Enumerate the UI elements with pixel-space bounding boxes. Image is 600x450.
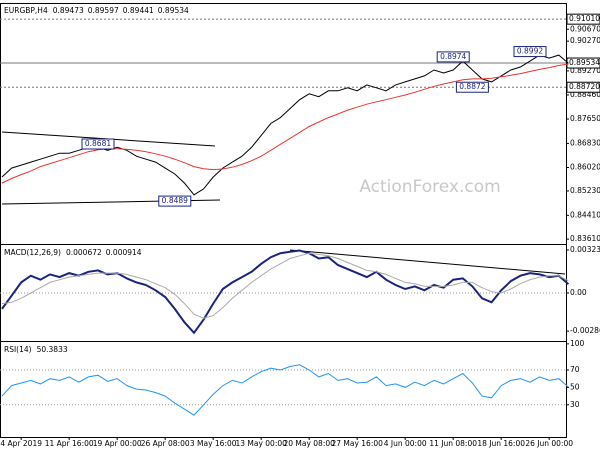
watermark: ActionForex.com (359, 177, 500, 197)
annotation-box (455, 81, 489, 93)
y-tick-label: 0.88460 (570, 90, 600, 99)
series-line (1, 249, 570, 335)
x-tick-label: 11 Apr 16:00 (45, 439, 94, 448)
annotation-box (436, 51, 470, 63)
annotation-label: 0.8872 (459, 82, 485, 91)
x-tick-label: 18 Jun 16:00 (477, 439, 525, 448)
y-tick-label: 50 (570, 382, 580, 391)
x-tick-label: 3 May 16:00 (190, 439, 237, 448)
y-tick-label: 70 (570, 365, 580, 374)
y-tick-label: 0.86830 (570, 138, 600, 147)
x-tick-label: 13 May 00:00 (235, 439, 287, 448)
panel-reading: 50.3833 (37, 345, 68, 354)
panel-title: RSI(14) (4, 345, 32, 354)
x-tick-label: 11 Jun 08:00 (429, 439, 477, 448)
annotation-label: 0.8992 (517, 47, 543, 56)
y-tick-label: 0.003239 (570, 245, 600, 254)
y-tick-label: 0.90670 (570, 24, 600, 33)
y-tick-label: -0.002868 (570, 326, 600, 335)
x-tick-label: 26 Jun 00:00 (525, 439, 573, 448)
panel-reading: 0.89473 (53, 6, 84, 15)
level-box (566, 81, 600, 93)
y-tick-label: 0.86020 (570, 162, 600, 171)
x-tick-label: 20 May 08:00 (283, 439, 335, 448)
series-line (1, 54, 569, 196)
series-line (1, 364, 569, 416)
level-label: 0.89534 (569, 58, 600, 67)
x-tick-label: 4 Apr 2019 (0, 439, 42, 448)
annotation-label: 0.8489 (162, 196, 188, 205)
panel-title: EURGBP,H4 (4, 6, 48, 15)
y-tick-label: 0.85230 (570, 186, 600, 195)
panel-reading: 0.89597 (88, 6, 119, 15)
level-box (566, 13, 600, 25)
y-tick-label: 0.90270 (570, 36, 600, 45)
y-tick-label: 0.84410 (570, 210, 600, 219)
frame (0, 3, 567, 438)
y-tick-label: 0.89270 (570, 66, 600, 75)
series-line (1, 63, 569, 184)
panel-reading: 0.000672 (66, 248, 102, 257)
panel-reading: 0.000914 (106, 248, 142, 257)
y-tick-label: 0.00 (570, 288, 587, 297)
y-tick-label: 30 (570, 400, 580, 409)
x-tick-label: 26 Apr 08:00 (141, 439, 190, 448)
y-tick-label: 0.87650 (570, 114, 600, 123)
x-tick-label: 19 Apr 00:00 (93, 439, 142, 448)
y-tick-label: 100 (570, 339, 585, 348)
level-label: 0.91010 (569, 14, 600, 23)
trend-line (289, 249, 566, 275)
panel-reading: 0.89441 (123, 6, 154, 15)
annotation-box (158, 195, 192, 207)
panel-reading: 0.89534 (158, 6, 189, 15)
annotation-label: 0.8681 (85, 139, 111, 148)
annotation-box (81, 138, 115, 150)
annotation-box (513, 46, 547, 58)
annotation-label: 0.8974 (440, 52, 466, 61)
series-line (1, 252, 569, 319)
panel-title: MACD(12,26,9) (4, 248, 61, 257)
x-tick-label: 4 Jun 00:00 (384, 439, 427, 448)
x-tick-label: 27 May 16:00 (331, 439, 383, 448)
level-box (566, 57, 600, 69)
level-label: 0.88720 (569, 82, 600, 91)
y-tick-label: 0.83610 (570, 234, 600, 243)
